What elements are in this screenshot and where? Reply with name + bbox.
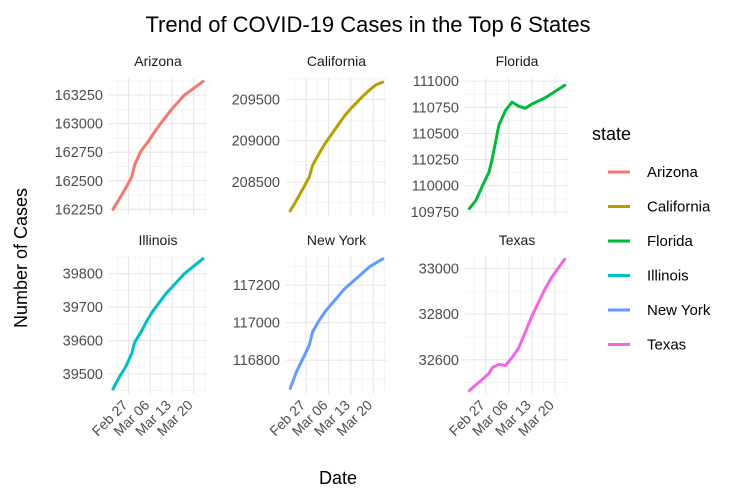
y-tick-label: 109750 — [411, 205, 459, 221]
series-line-florida — [467, 83, 567, 211]
y-tick-label: 110500 — [412, 126, 459, 142]
series-line-illinois — [111, 257, 205, 391]
panel-title: Arizona — [134, 53, 182, 69]
panel-title: Florida — [496, 53, 539, 69]
y-tick-label: 117200 — [233, 278, 280, 294]
legend-label: Arizona — [647, 164, 699, 181]
panel-california: California 208500 209000 209500 — [232, 53, 387, 215]
facet-panels: Arizona 162250 162500 162750 163000 163250 Cal… — [55, 53, 569, 439]
y-tick-label: 116800 — [233, 353, 280, 369]
y-tick-label: 110750 — [412, 100, 459, 116]
panel-title: Texas — [499, 232, 536, 248]
series-line-california — [288, 80, 385, 213]
y-tick-label: 117000 — [233, 316, 280, 332]
y-tick-label: 33000 — [419, 261, 459, 277]
y-tick-label: 162250 — [55, 202, 103, 218]
y-tick-label: 39700 — [63, 300, 103, 316]
series-line-new-york — [288, 257, 385, 390]
y-tick-label: 39600 — [63, 334, 103, 350]
legend: state Arizona California Florida Illinois Ne… — [592, 124, 711, 354]
series-line-texas — [467, 257, 567, 393]
panel-title: Illinois — [139, 232, 178, 248]
y-tick-label: 163250 — [55, 88, 103, 104]
panel-arizona: Arizona 162250 162500 162750 163000 163250 — [55, 53, 207, 218]
y-tick-label: 163000 — [55, 117, 103, 133]
legend-label: New York — [647, 302, 711, 319]
y-tick-label: 32600 — [419, 353, 459, 369]
y-tick-label: 209500 — [232, 92, 280, 108]
y-tick-label: 162500 — [55, 174, 103, 190]
y-tick-label: 162750 — [55, 145, 103, 161]
series-line-arizona — [111, 79, 205, 211]
x-axis-label: Date — [319, 468, 357, 488]
panel-title: California — [307, 53, 366, 69]
y-tick-label: 110250 — [412, 153, 459, 169]
y-tick-label: 209000 — [232, 134, 280, 150]
y-tick-label: 39800 — [63, 267, 103, 283]
y-axis-label: Number of Cases — [11, 188, 31, 328]
y-tick-label: 32800 — [419, 307, 459, 323]
y-tick-label: 208500 — [232, 175, 280, 191]
chart-title: Trend of COVID-19 Cases in the Top 6 Sta… — [145, 12, 590, 37]
y-tick-label: 111000 — [413, 74, 459, 90]
legend-label: Texas — [647, 337, 686, 354]
panel-florida: Florida 109750 110000 110250 110500 110750 111… — [411, 53, 569, 221]
legend-label: Florida — [647, 233, 694, 250]
y-tick-label: 39500 — [63, 367, 103, 383]
legend-title: state — [592, 124, 631, 144]
legend-label: California — [647, 199, 711, 216]
panel-title: New York — [307, 232, 367, 248]
y-tick-label: 110000 — [412, 179, 459, 195]
legend-label: Illinois — [647, 268, 689, 285]
